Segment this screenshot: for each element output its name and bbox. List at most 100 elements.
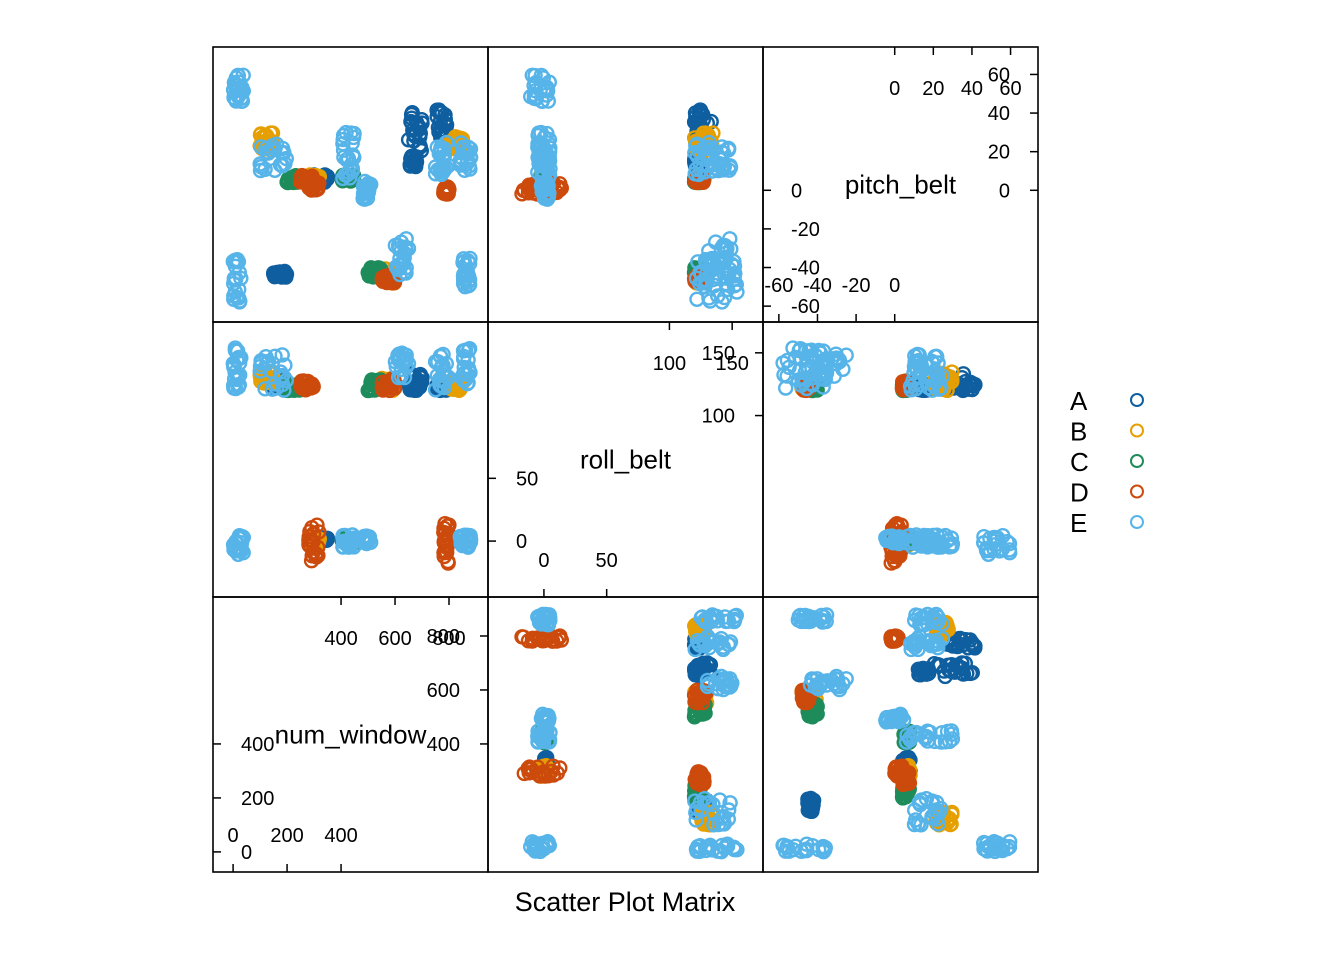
point-A [692, 102, 709, 118]
point-E [693, 802, 709, 818]
point-E [539, 149, 555, 166]
point-E [346, 125, 362, 142]
point-E [918, 728, 935, 745]
tick-label: 0 [516, 531, 527, 553]
point-E [460, 274, 476, 290]
point-E [452, 157, 469, 173]
point-E [701, 794, 718, 811]
tick-label: 50 [596, 550, 618, 572]
point-E [396, 355, 412, 371]
point-E [928, 374, 944, 390]
point-D [440, 553, 456, 570]
matrix-panels [225, 67, 1018, 860]
point-A [911, 666, 927, 683]
tick-label: 20 [922, 78, 944, 100]
point-E [711, 843, 728, 859]
point-E [234, 529, 251, 545]
point-A [967, 376, 983, 393]
point-E [230, 254, 247, 270]
tick-label: -40 [803, 275, 832, 297]
point-D [552, 760, 568, 776]
point-D [887, 553, 903, 570]
legend-label: D [1070, 478, 1089, 508]
point-E [460, 352, 476, 368]
variable-label: pitch_belt [845, 170, 957, 200]
point-D [297, 173, 314, 190]
point-E [928, 794, 945, 811]
point-E [230, 67, 247, 84]
point-E [533, 124, 549, 141]
point-E [435, 346, 451, 363]
point-E [986, 542, 1002, 558]
point-E [902, 378, 919, 394]
point-E [230, 379, 247, 395]
point-E [728, 607, 744, 624]
point-E [340, 150, 357, 167]
point-E [461, 341, 478, 357]
point-E [234, 93, 251, 109]
point-E [827, 352, 843, 368]
point-E [252, 162, 269, 179]
point-E [398, 347, 414, 363]
point-A [962, 665, 979, 682]
point-E [703, 613, 719, 630]
panel-borders [212, 46, 1039, 873]
point-E [227, 541, 243, 557]
panel-roll_belt-vs-pitch_belt [775, 340, 1018, 571]
point-A [953, 665, 970, 681]
tick-label: 400 [241, 734, 274, 756]
tick-label: 800 [432, 628, 465, 650]
point-E [928, 632, 944, 649]
point-E [691, 166, 707, 183]
point-A [400, 132, 417, 148]
point-E [717, 253, 733, 269]
point-E [813, 673, 830, 689]
point-E [714, 673, 730, 689]
point-E [267, 376, 283, 392]
point-E [398, 265, 414, 281]
point-C [362, 263, 379, 280]
point-E [540, 834, 556, 851]
point-E [701, 640, 717, 656]
tick-label: 0 [889, 275, 900, 297]
point-E [398, 352, 414, 368]
variable-label: roll_belt [580, 445, 672, 475]
point-E [717, 671, 733, 687]
legend-label: B [1070, 417, 1087, 447]
point-E [722, 159, 739, 176]
point-E [803, 342, 820, 358]
point-E [429, 368, 445, 384]
tick-label: 40 [988, 103, 1010, 125]
point-E [1001, 839, 1018, 855]
tick-label: 20 [988, 142, 1010, 164]
point-E [927, 348, 943, 365]
point-E [456, 371, 472, 387]
point-D [307, 546, 324, 563]
point-E [798, 843, 815, 859]
point-E [779, 840, 796, 856]
point-E [906, 816, 923, 833]
point-E [337, 527, 353, 544]
point-E [453, 149, 469, 166]
point-E [694, 274, 710, 290]
point-E [694, 609, 710, 625]
panel-pitch_belt-vs-roll_belt [514, 67, 745, 310]
point-E [433, 166, 450, 183]
point-A [803, 803, 819, 819]
point-D [522, 761, 539, 778]
point-D [437, 183, 454, 199]
panel-border [762, 596, 1039, 873]
tick-label: 0 [228, 825, 239, 847]
tick-label: 50 [516, 468, 538, 490]
tick-label: 0 [889, 78, 900, 100]
tick-label: 150 [702, 343, 735, 365]
point-E [541, 732, 558, 748]
point-E [396, 255, 412, 272]
point-E [778, 380, 794, 396]
point-E [930, 368, 946, 384]
point-E [689, 291, 705, 307]
point-E [907, 354, 923, 370]
point-D [895, 771, 912, 788]
point-E [429, 139, 445, 155]
